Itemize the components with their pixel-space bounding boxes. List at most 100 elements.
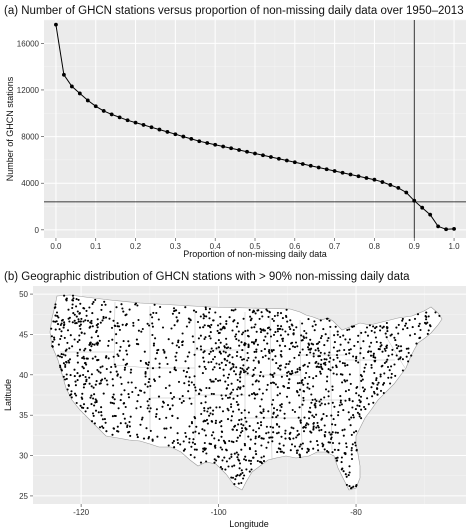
station-point bbox=[139, 359, 142, 362]
station-point bbox=[266, 383, 269, 386]
station-point bbox=[203, 315, 206, 318]
station-point bbox=[158, 417, 161, 421]
station-point bbox=[291, 372, 294, 375]
station-point bbox=[73, 392, 77, 395]
station-point bbox=[317, 449, 320, 452]
station-point bbox=[280, 405, 283, 409]
station-point bbox=[193, 375, 196, 378]
station-point bbox=[113, 398, 116, 401]
station-point bbox=[330, 436, 333, 439]
station-point bbox=[171, 441, 174, 444]
station-point bbox=[196, 347, 199, 350]
station-point bbox=[221, 326, 224, 330]
station-point bbox=[162, 348, 165, 351]
station-point bbox=[184, 360, 187, 363]
station-point bbox=[390, 365, 393, 368]
station-point bbox=[339, 343, 342, 346]
station-point bbox=[122, 412, 125, 416]
station-point bbox=[337, 410, 340, 414]
station-point bbox=[247, 435, 250, 438]
station-point bbox=[123, 389, 126, 392]
station-point bbox=[90, 403, 93, 406]
station-point bbox=[316, 421, 319, 424]
station-point bbox=[315, 440, 319, 443]
station-point bbox=[312, 447, 315, 450]
station-point bbox=[155, 408, 158, 411]
data-point bbox=[77, 91, 82, 96]
station-point bbox=[295, 449, 298, 452]
station-point bbox=[376, 383, 379, 386]
station-point bbox=[220, 435, 223, 438]
station-point bbox=[256, 459, 259, 463]
station-point bbox=[389, 382, 392, 385]
station-point bbox=[142, 437, 146, 440]
station-point bbox=[288, 325, 291, 329]
station-point bbox=[112, 393, 115, 396]
station-point bbox=[289, 319, 292, 322]
station-point bbox=[225, 322, 228, 325]
data-point bbox=[284, 158, 289, 163]
station-point bbox=[272, 333, 276, 336]
station-point bbox=[352, 414, 355, 417]
data-point bbox=[388, 183, 393, 187]
y-tick-label: 25 bbox=[19, 492, 28, 501]
station-point bbox=[175, 351, 178, 354]
station-point bbox=[234, 373, 237, 376]
station-point bbox=[128, 420, 131, 424]
station-point bbox=[298, 368, 302, 371]
station-point bbox=[219, 315, 222, 318]
station-point bbox=[254, 338, 258, 342]
station-point bbox=[126, 424, 129, 427]
station-point bbox=[94, 355, 97, 358]
station-point bbox=[331, 441, 335, 445]
station-point bbox=[126, 353, 129, 356]
data-point bbox=[380, 180, 385, 184]
station-point bbox=[268, 311, 271, 314]
station-point bbox=[82, 383, 86, 386]
station-point bbox=[198, 388, 202, 391]
station-point bbox=[85, 363, 88, 366]
station-point bbox=[230, 382, 233, 385]
station-point bbox=[307, 449, 310, 453]
station-point bbox=[123, 368, 126, 371]
station-point bbox=[354, 408, 357, 411]
station-point bbox=[225, 460, 228, 463]
station-point bbox=[104, 316, 108, 319]
station-point bbox=[342, 409, 345, 412]
station-point bbox=[152, 344, 155, 347]
station-point bbox=[314, 323, 317, 326]
station-point bbox=[372, 401, 375, 404]
data-point bbox=[245, 149, 249, 154]
station-point bbox=[244, 370, 247, 373]
station-point bbox=[363, 388, 366, 391]
station-point bbox=[210, 347, 213, 350]
station-point bbox=[101, 365, 104, 368]
station-point bbox=[144, 375, 147, 378]
station-point bbox=[57, 343, 60, 346]
station-point bbox=[339, 401, 342, 404]
station-point bbox=[263, 329, 266, 332]
station-point bbox=[82, 386, 85, 389]
station-point bbox=[312, 355, 315, 358]
station-point bbox=[227, 465, 230, 468]
station-point bbox=[75, 305, 78, 308]
station-point bbox=[94, 383, 97, 386]
station-point bbox=[365, 326, 369, 329]
station-point bbox=[93, 422, 96, 425]
station-point bbox=[220, 361, 223, 364]
station-point bbox=[240, 427, 244, 430]
station-point bbox=[88, 306, 91, 309]
station-point bbox=[207, 361, 210, 364]
station-point bbox=[63, 323, 66, 326]
station-point bbox=[227, 373, 231, 376]
station-point bbox=[375, 340, 378, 344]
station-point bbox=[357, 361, 360, 364]
station-point bbox=[426, 332, 429, 335]
station-point bbox=[63, 378, 67, 381]
station-point bbox=[92, 301, 95, 304]
station-point bbox=[203, 337, 206, 341]
station-point bbox=[188, 425, 191, 428]
station-point bbox=[233, 370, 236, 373]
station-point bbox=[171, 414, 174, 417]
data-point bbox=[205, 141, 210, 145]
